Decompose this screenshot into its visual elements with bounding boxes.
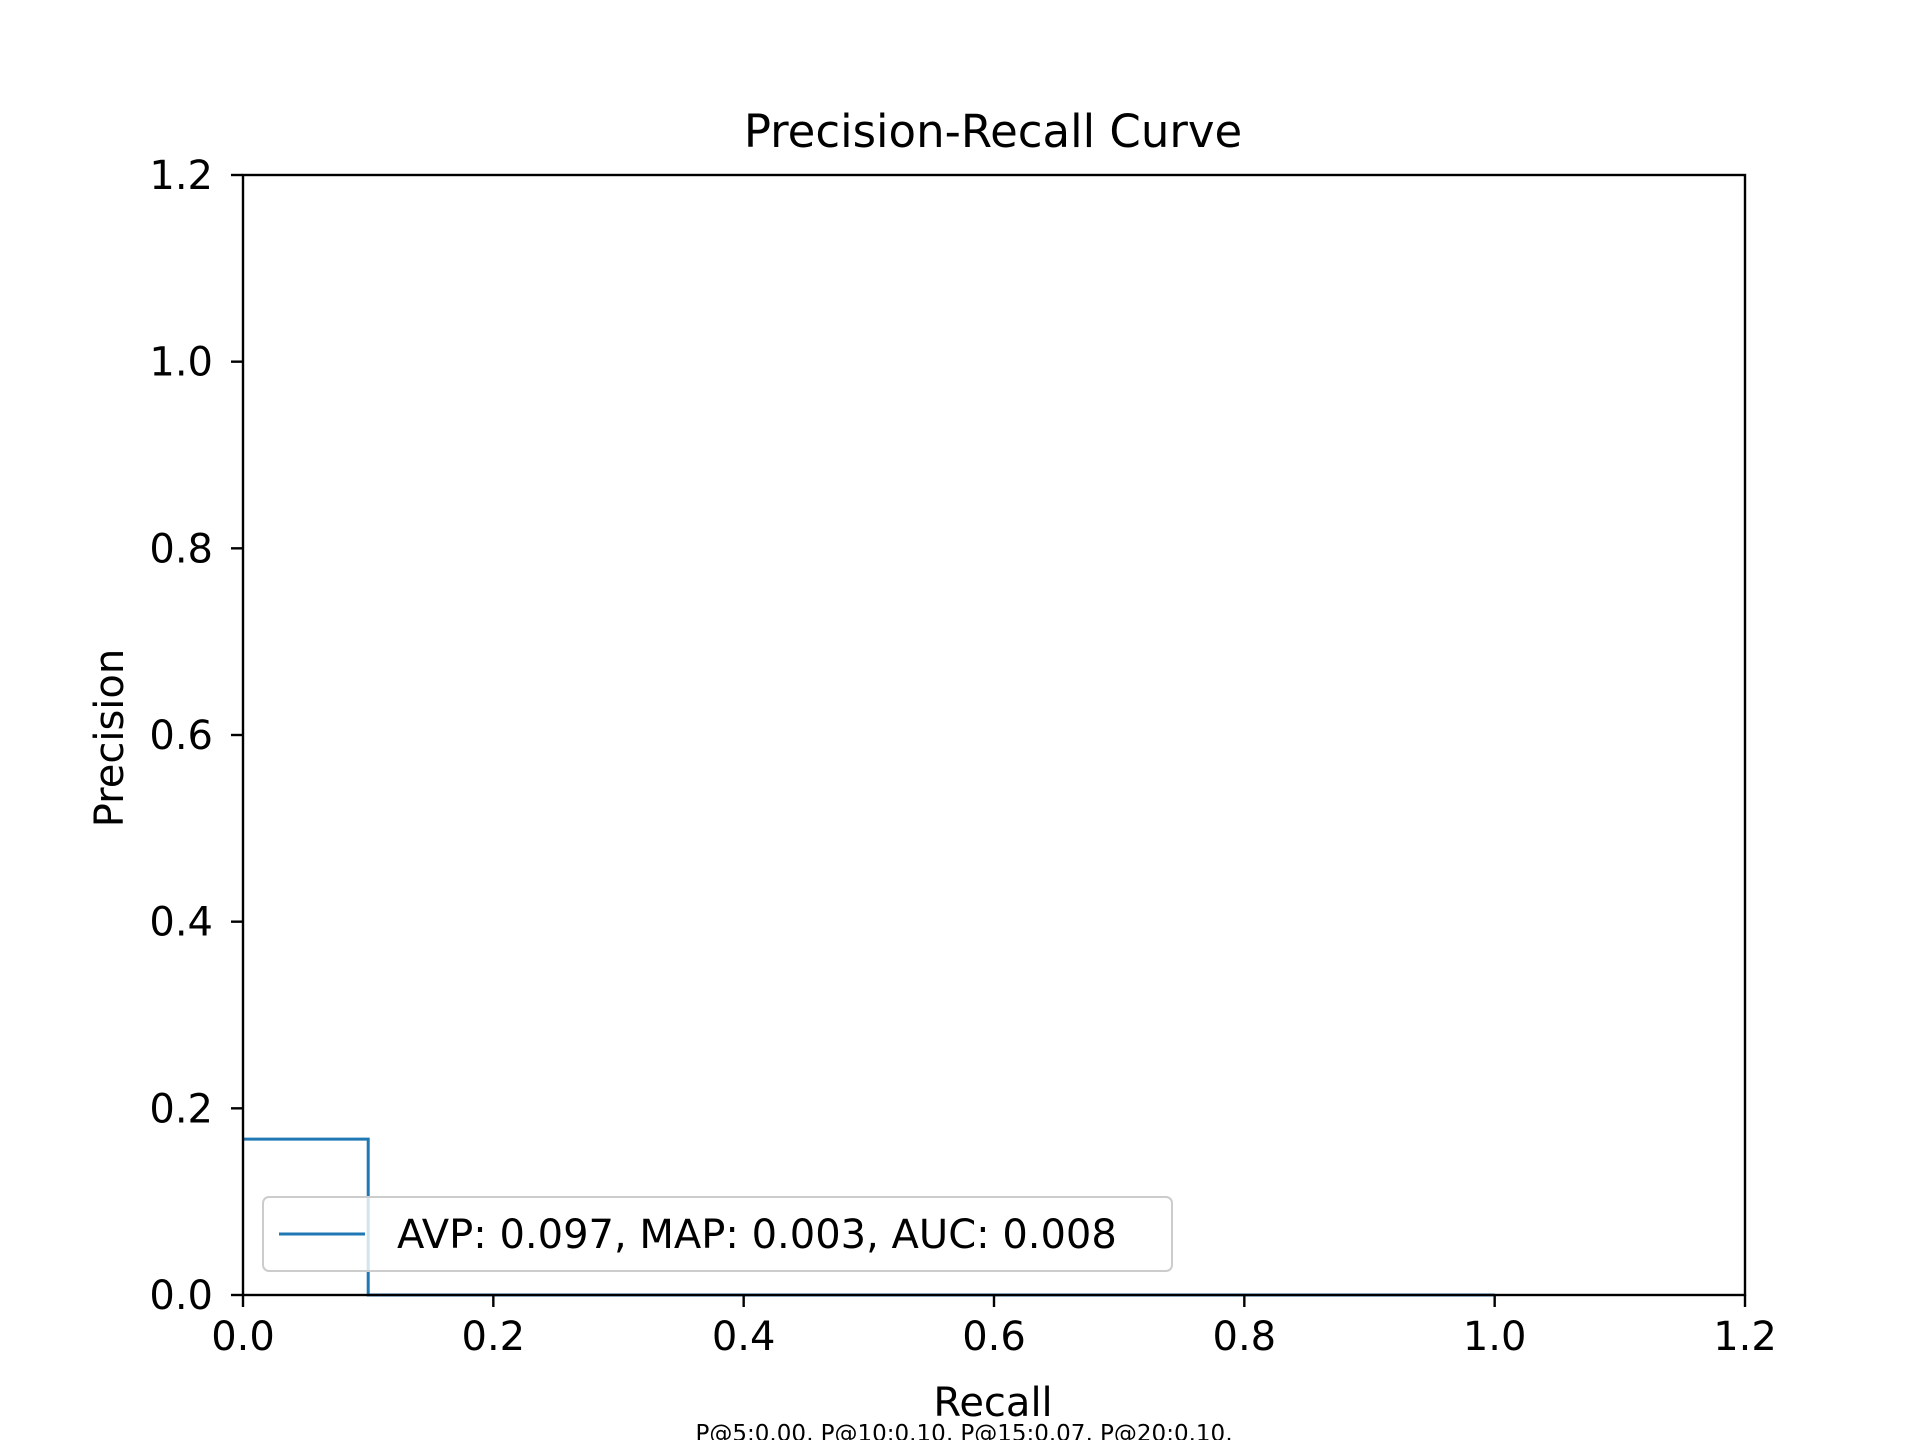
x-tick-label: 1.2 (1713, 1314, 1777, 1360)
y-tick-label: 1.2 (149, 153, 213, 199)
y-axis-label-group: Precision (87, 649, 133, 827)
y-tick-label: 0.6 (149, 713, 213, 759)
x-tick-label: 0.8 (1213, 1314, 1277, 1360)
metrics-footnote: P@5:0.00, P@10:0.10, P@15:0.07, P@20:0.1… (696, 1421, 1233, 1440)
legend-label-series-1: AVP: 0.097, MAP: 0.003, AUC: 0.008 (397, 1212, 1117, 1258)
x-tick-label: 0.0 (211, 1314, 275, 1360)
y-tick-label: 1.0 (149, 340, 213, 386)
y-axis-label: Precision (87, 649, 133, 827)
x-axis-label: Recall (933, 1380, 1052, 1426)
legend: AVP: 0.097, MAP: 0.003, AUC: 0.008 (262, 1196, 1173, 1272)
legend-box (262, 1196, 1173, 1272)
chart-title: Precision-Recall Curve (744, 105, 1242, 158)
x-tick-label: 0.4 (712, 1314, 776, 1360)
y-tick-label: 0.4 (149, 900, 213, 946)
x-tick-label: 0.6 (962, 1314, 1026, 1360)
x-axis-ticks: 0.0 0.2 0.4 0.6 0.8 1.0 1.2 (211, 1295, 1777, 1360)
y-tick-label: 0.2 (149, 1086, 213, 1132)
y-axis-ticks: 0.0 0.2 0.4 0.6 0.8 1.0 1.2 (149, 153, 243, 1319)
y-tick-label: 0.0 (149, 1273, 213, 1319)
x-tick-label: 0.2 (462, 1314, 526, 1360)
y-tick-label: 0.8 (149, 526, 213, 572)
plot-frame (241, 173, 1747, 1297)
x-tick-label: 1.0 (1463, 1314, 1527, 1360)
